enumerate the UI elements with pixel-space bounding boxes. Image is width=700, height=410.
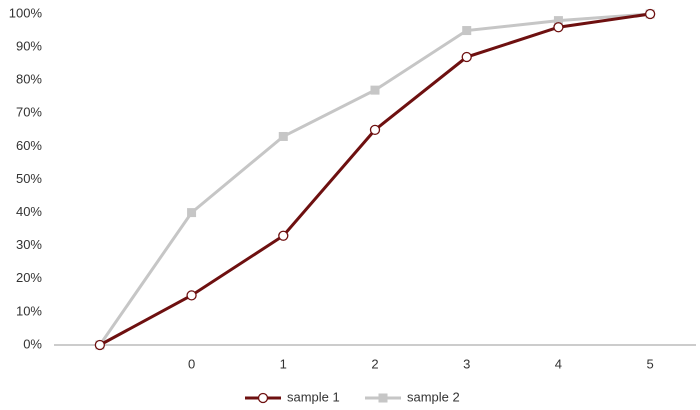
y-tick-label: 100% bbox=[9, 5, 43, 20]
y-tick-label: 0% bbox=[23, 336, 42, 351]
x-tick-label: 4 bbox=[555, 356, 562, 371]
y-tick-label: 60% bbox=[16, 138, 42, 153]
point bbox=[278, 230, 289, 241]
x-tick-label: 0 bbox=[188, 356, 195, 371]
x-tick-label: 5 bbox=[647, 356, 654, 371]
legend-marker bbox=[378, 393, 388, 403]
point bbox=[369, 124, 381, 136]
series-line bbox=[99, 12, 651, 347]
y-tick-label: 80% bbox=[16, 72, 42, 87]
point bbox=[462, 26, 472, 36]
x-tick-label: 3 bbox=[463, 356, 470, 371]
x-tick-label: 2 bbox=[371, 356, 378, 371]
legend-marker bbox=[257, 392, 269, 404]
x-tick-label: 1 bbox=[280, 356, 287, 371]
point bbox=[186, 290, 197, 301]
series-line bbox=[98, 12, 651, 346]
y-tick-label: 40% bbox=[16, 204, 42, 219]
y-tick-label: 20% bbox=[16, 270, 42, 285]
y-tick-label: 30% bbox=[16, 237, 42, 252]
point bbox=[553, 16, 563, 26]
legend-label: sample 1 bbox=[287, 389, 340, 404]
point bbox=[278, 131, 288, 141]
y-tick-label: 10% bbox=[16, 303, 42, 318]
point bbox=[370, 85, 380, 95]
point bbox=[461, 51, 472, 63]
point bbox=[187, 208, 197, 218]
point bbox=[553, 22, 564, 33]
point bbox=[94, 339, 106, 351]
point bbox=[644, 8, 656, 20]
y-tick-label: 70% bbox=[16, 105, 42, 120]
legend-label: sample 2 bbox=[407, 389, 460, 404]
y-tick-label: 90% bbox=[16, 39, 42, 54]
y-tick-label: 50% bbox=[16, 171, 42, 186]
